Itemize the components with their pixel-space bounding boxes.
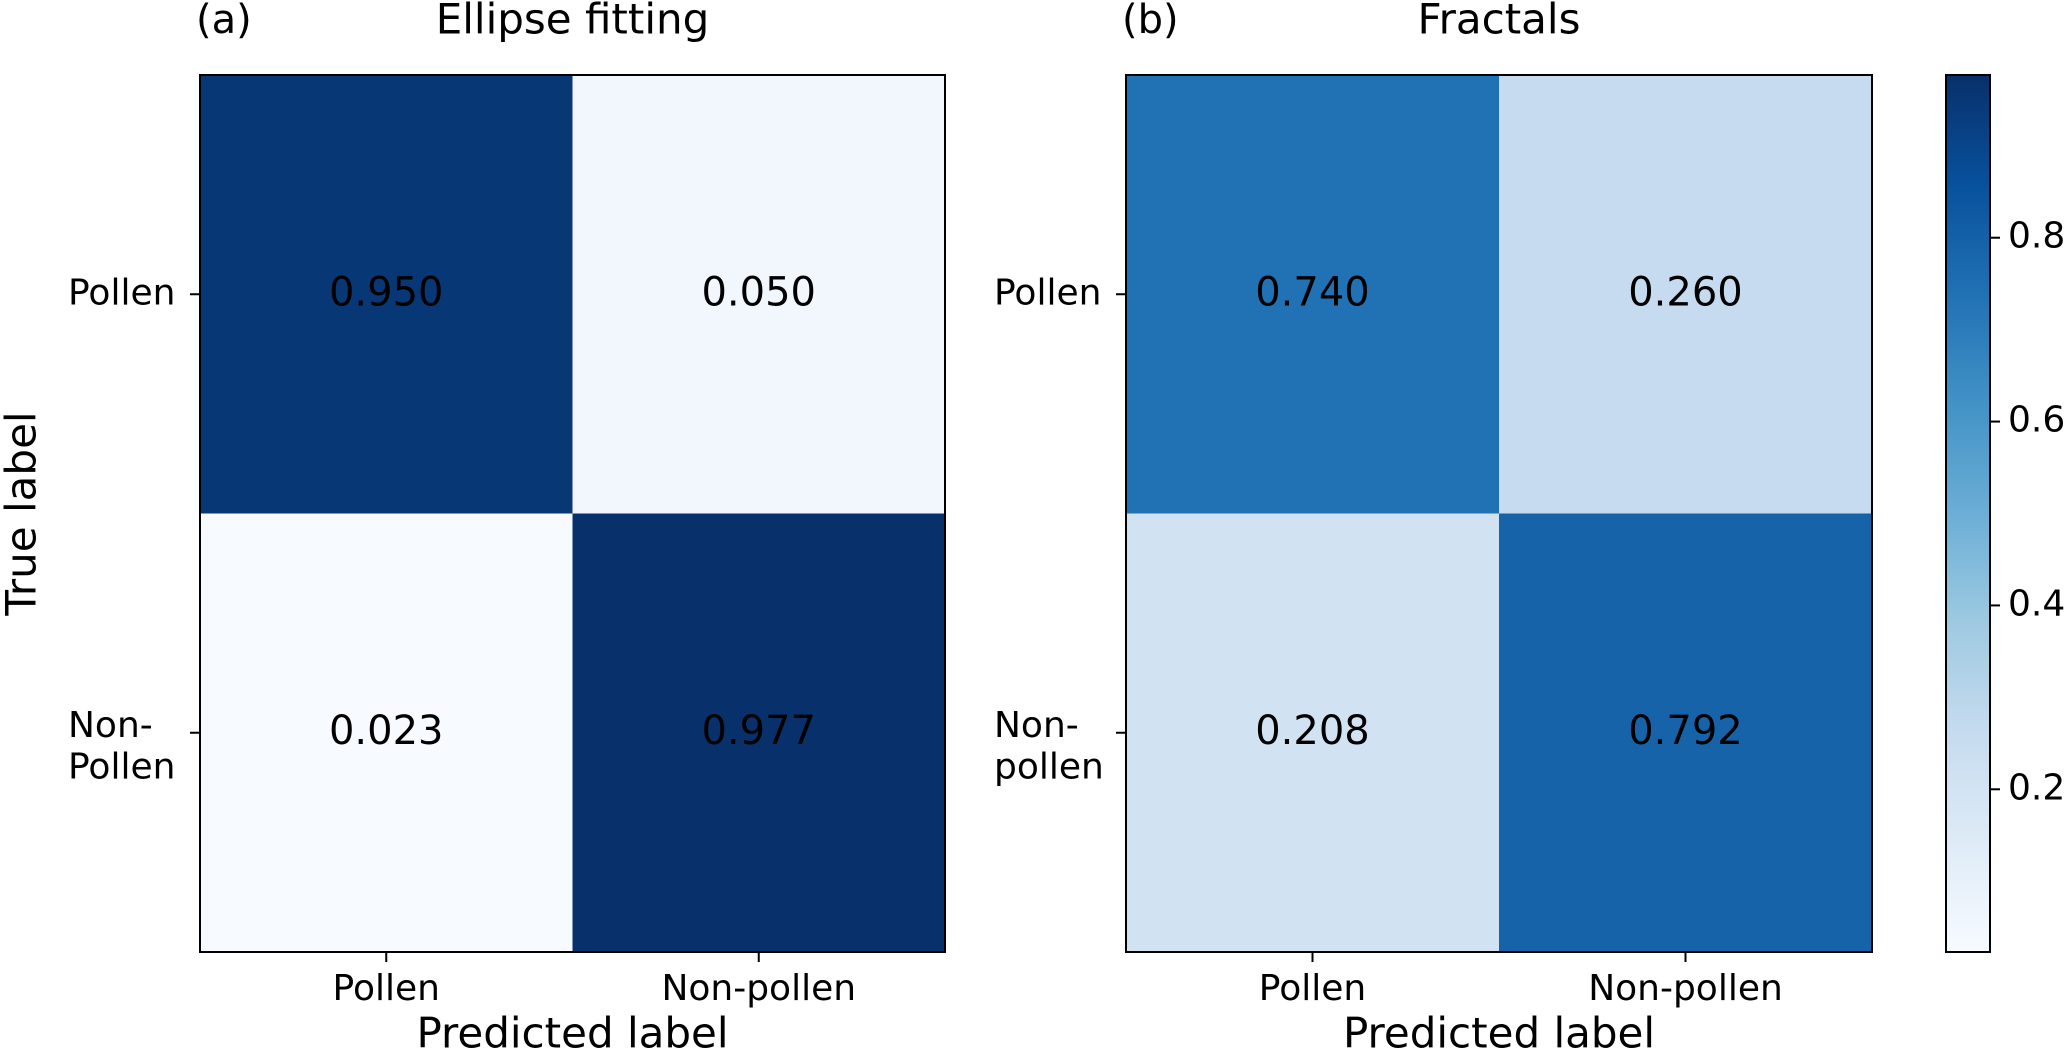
cell-label: 0.977 <box>701 708 816 754</box>
chart-title: Ellipse fitting <box>436 0 710 44</box>
y-tick-label: Non-pollen <box>994 705 1104 787</box>
cell-label: 0.950 <box>329 269 444 315</box>
cell-label: 0.792 <box>1628 708 1743 754</box>
colorbar-tick-label: 0.8 <box>2008 216 2065 257</box>
x-tick-label: Non-pollen <box>1588 968 1783 1009</box>
cell-label: 0.260 <box>1628 269 1743 315</box>
plot-frame <box>1125 74 1873 953</box>
x-tick-label: Pollen <box>1259 968 1366 1009</box>
heatmap-cell <box>200 513 573 952</box>
heatmap-cell <box>200 75 573 514</box>
cell-label: 0.050 <box>701 269 816 315</box>
x-tick-label: Pollen <box>333 968 440 1009</box>
y-tick-label: Non-Pollen <box>68 705 175 787</box>
heatmap-cell <box>1499 513 1872 952</box>
chart-title: Fractals <box>1418 0 1581 44</box>
cell-label: 0.740 <box>1255 269 1370 315</box>
panel-label: (b) <box>1122 0 1179 43</box>
cell-label: 0.208 <box>1255 708 1370 754</box>
colorbar <box>1945 74 1991 953</box>
cell-label: 0.023 <box>329 708 444 754</box>
panel-label: (a) <box>196 0 252 43</box>
heatmap-cell <box>1126 513 1499 952</box>
heatmap-cell <box>1499 75 1872 514</box>
y-tick-label: Pollen <box>68 272 175 313</box>
y-axis-label: True label <box>0 411 46 616</box>
colorbar-tick-label: 0.4 <box>2008 583 2065 624</box>
x-axis-label: Predicted label <box>1343 1009 1655 1053</box>
colorbar-tick-label: 0.2 <box>2008 767 2065 808</box>
heatmap-cell <box>572 513 945 952</box>
heatmap-cell <box>1126 75 1499 514</box>
y-tick-label: Pollen <box>994 272 1101 313</box>
heatmap-cell <box>572 75 945 514</box>
plot-frame <box>199 74 946 953</box>
x-tick-label: Non-pollen <box>661 968 856 1009</box>
colorbar-tick-label: 0.6 <box>2008 400 2065 441</box>
x-axis-label: Predicted label <box>416 1009 728 1053</box>
